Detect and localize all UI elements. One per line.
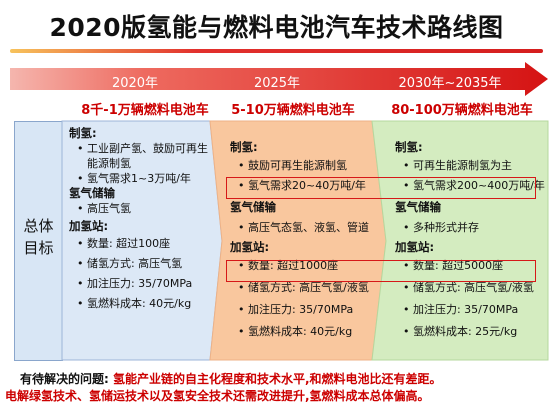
stage-2030-panel [371,120,549,361]
list-item: • 储氢方式: 高压气氢 [77,257,183,270]
overall-goal-box [14,121,63,361]
page-title: 2020版氢能与燃料电池汽车技术路线图 [49,13,504,42]
target-2020: 8千-1万辆燃料电池车 [81,103,209,118]
heading-refueling-station: 加氢站: [395,240,435,254]
overall-goal-label: 总体 目标 [14,215,63,259]
list-item: • 鼓励可再生能源制氢 [238,159,347,172]
list-item: • 储氢方式: 高压气氢/液氢 [238,281,369,294]
list-item: • 多种形式并存 [403,221,479,234]
heading-storage-transport: 氢气储输 [395,200,441,214]
list-item: • 氢气需求1~3万吨/年 [77,172,191,185]
list-item: • 数量: 超过100座 [77,237,171,250]
year-2025: 2025年 [253,76,301,91]
list-item: • 数量: 超过5000座 [403,259,504,272]
list-item: • 加注压力: 35/70MPa [238,303,354,316]
list-item: • 氢燃料成本: 40元/kg [238,325,353,338]
target-2030: 80-100万辆燃料电池车 [391,103,533,118]
list-item: • 氢气需求20~40万吨/年 [238,179,366,192]
problem-text-1: 氢能产业链的自主化程度和技术水平,和燃料电池比还有差距。 [113,372,442,386]
title-underline [10,49,543,53]
stage-2025-content: 制氢: • 鼓励可再生能源制氢 • 氢气需求20~40万吨/年 氢气储输 • 高… [230,140,369,339]
highlight-station-count [226,260,536,282]
year-2020: 2020年 [111,76,159,91]
list-item: • 可再生能源制氢为主 [403,159,512,172]
problem-label: 有待解决的问题: [20,372,109,386]
overall-goal-label-line2: 目标 [23,239,54,257]
list-item: • 储氢方式: 高压气氢/液氢 [403,281,534,294]
list-item: • 加注压力: 35/70MPa [77,277,193,290]
list-item: • 加注压力: 35/70MPa [403,303,519,316]
list-item: • 氢燃料成本: 25元/kg [403,325,518,338]
highlight-hydrogen-demand [226,177,536,199]
year-2030-2035: 2030年~2035年 [398,76,502,91]
target-2025: 5-10万辆燃料电池车 [231,103,355,118]
problem-statement-line2: 电解绿氢技术、氢储运技术以及氢安全技术还需改进提升,氢燃料成本总体偏高。 [5,389,430,403]
list-item: • 高压气态氢、液氢、管道 [238,221,369,234]
problem-statement-line1: 有待解决的问题: 氢能产业链的自主化程度和技术水平,和燃料电池比还有差距。 [20,370,442,387]
heading-refueling-station: 加氢站: [69,219,109,233]
stage-2020-content: 制氢: • 工业副产氢、鼓励可再生 能源制氢 • 氢气需求1~3万吨/年 氢气储… [69,126,208,311]
timeline-arrow [10,62,548,96]
list-item: • 氢燃料成本: 40元/kg [77,297,192,310]
list-item: 能源制氢 [87,157,131,170]
heading-refueling-station: 加氢站: [230,240,270,254]
overall-goal-label-line1: 总体 [23,217,54,235]
heading-hydrogen-production: 制氢: [230,140,258,154]
list-item: • 工业副产氢、鼓励可再生 [77,142,208,155]
stage-2030-content: 制氢: • 可再生能源制氢为主 • 氢气需求200~400万吨/年 氢气储输 •… [395,140,545,339]
list-item: • 高压气氢 [77,202,131,215]
heading-hydrogen-production: 制氢: [395,140,423,154]
heading-hydrogen-production: 制氢: [69,126,97,140]
heading-storage-transport: 氢气储输 [230,200,276,214]
heading-storage-transport: 氢气储输 [69,186,115,200]
list-item: • 数量: 超过1000座 [238,259,339,272]
list-item: • 氢气需求200~400万吨/年 [403,179,545,192]
